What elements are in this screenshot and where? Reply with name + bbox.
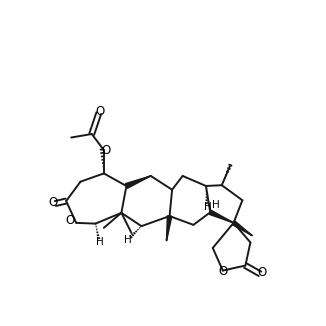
- Text: H: H: [212, 200, 220, 210]
- Text: O: O: [101, 143, 111, 156]
- Text: H: H: [204, 201, 212, 212]
- Polygon shape: [232, 221, 252, 235]
- Text: O: O: [257, 266, 267, 279]
- Text: O: O: [49, 196, 58, 209]
- Text: H: H: [96, 237, 104, 247]
- Text: O: O: [65, 215, 75, 227]
- Text: O: O: [96, 105, 105, 118]
- Text: O: O: [219, 265, 228, 278]
- Polygon shape: [209, 210, 234, 223]
- Polygon shape: [167, 216, 172, 241]
- Text: H: H: [124, 235, 131, 245]
- Polygon shape: [126, 176, 151, 188]
